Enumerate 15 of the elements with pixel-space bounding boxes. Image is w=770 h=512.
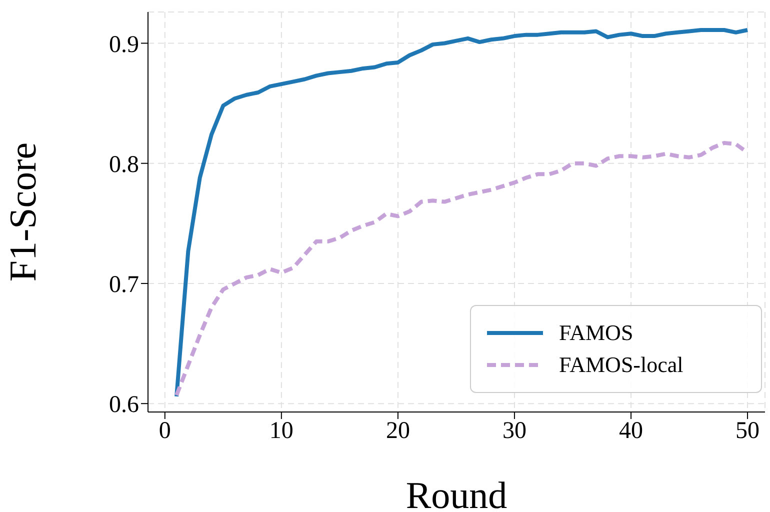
y-tick-label: 0.7 [109, 272, 139, 298]
y-tick-label: 0.9 [109, 32, 139, 58]
x-tick-label: 50 [736, 418, 760, 444]
y-tick-label: 0.8 [109, 152, 139, 178]
legend-label: FAMOS-local [559, 352, 684, 378]
x-tick-label: 30 [502, 418, 526, 444]
x-tick-label: 40 [618, 418, 643, 444]
x-axis-title: Round [406, 475, 508, 512]
x-tick-label: 10 [269, 418, 294, 444]
legend-label: FAMOS [559, 320, 634, 346]
y-tick-label: 0.6 [109, 392, 139, 418]
y-axis-title: F1-Score [2, 142, 44, 282]
line-series [174, 28, 750, 398]
x-tick-label: 20 [386, 418, 410, 444]
x-tick-label: 0 [158, 418, 171, 444]
